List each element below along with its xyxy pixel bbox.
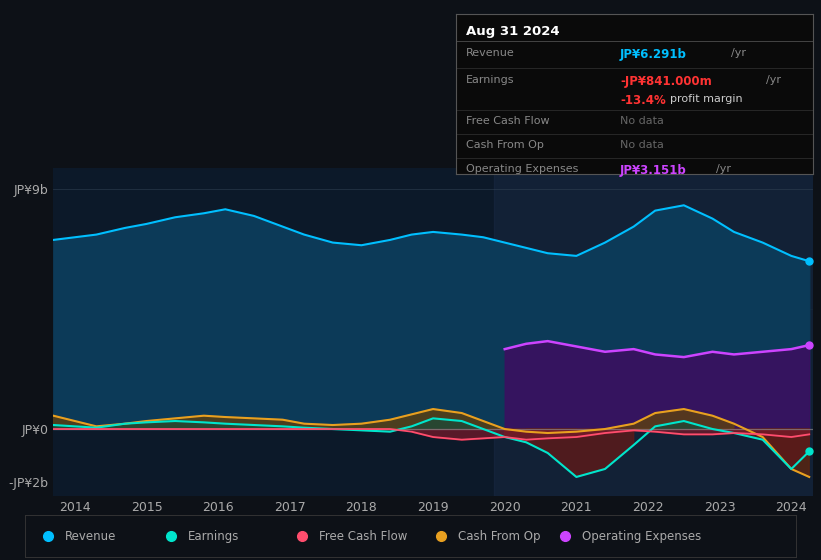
Text: Operating Expenses: Operating Expenses (582, 530, 701, 543)
Bar (494, 168, 821, 496)
Text: Revenue: Revenue (65, 530, 116, 543)
Text: Aug 31 2024: Aug 31 2024 (466, 25, 560, 38)
Text: Operating Expenses: Operating Expenses (466, 164, 579, 174)
Text: Revenue: Revenue (466, 48, 515, 58)
Text: profit margin: profit margin (670, 94, 742, 104)
Text: JP¥6.291b: JP¥6.291b (620, 48, 687, 60)
Text: Free Cash Flow: Free Cash Flow (319, 530, 408, 543)
Text: No data: No data (620, 140, 664, 150)
Text: JP¥3.151b: JP¥3.151b (620, 164, 686, 177)
Text: Earnings: Earnings (466, 74, 515, 85)
Text: Cash From Op: Cash From Op (458, 530, 541, 543)
Text: Free Cash Flow: Free Cash Flow (466, 116, 550, 126)
Text: /yr: /yr (766, 74, 782, 85)
Text: Earnings: Earnings (188, 530, 240, 543)
Text: -JP¥841.000m: -JP¥841.000m (620, 74, 712, 88)
Text: /yr: /yr (731, 48, 745, 58)
Text: /yr: /yr (717, 164, 732, 174)
Text: No data: No data (620, 116, 664, 126)
Text: Cash From Op: Cash From Op (466, 140, 544, 150)
Text: -13.4%: -13.4% (620, 94, 666, 107)
